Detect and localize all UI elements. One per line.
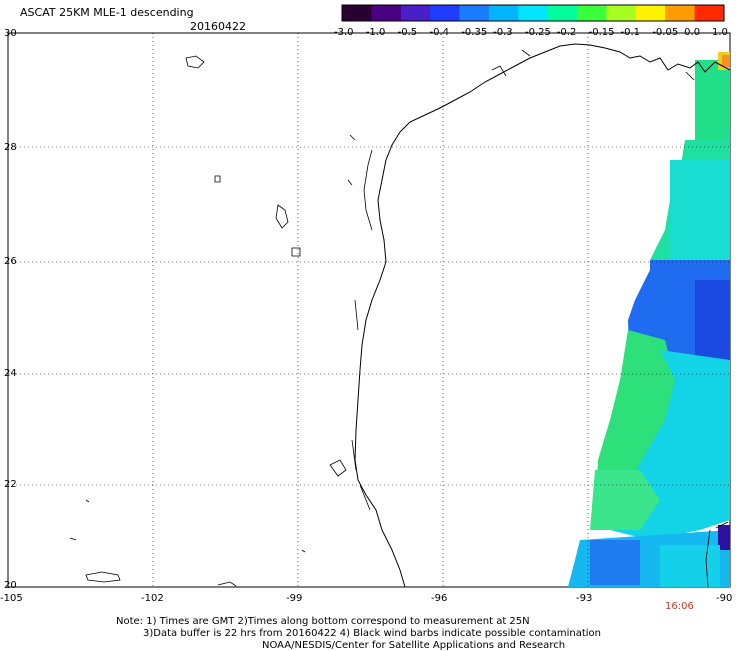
y-tick-22: 22 — [4, 479, 17, 490]
colorbar-segment — [577, 5, 607, 21]
colorbar-segment — [342, 5, 372, 21]
colorbar-segment — [635, 5, 666, 21]
x-tick-96: -96 — [431, 593, 448, 604]
colorbar-segment — [665, 5, 696, 21]
colorbar-segment — [488, 5, 519, 21]
swath-top-cyan — [670, 160, 730, 260]
note-line-2: 3)Data buffer is 22 hrs from 20160422 4)… — [143, 628, 601, 639]
data-swath — [568, 50, 730, 587]
colorbar-segment — [606, 5, 637, 21]
y-tick-28: 28 — [4, 142, 17, 153]
colorbar-label: -0.25 — [525, 27, 551, 38]
colorbar-border — [341, 4, 725, 22]
colorbar-label: -0.2 — [556, 27, 577, 38]
y-tick-30: 30 — [4, 28, 17, 39]
colorbar-segment — [694, 5, 725, 21]
colorbar-label: 0.0 — [684, 27, 701, 38]
x-tick-90: -90 — [716, 593, 733, 604]
map-date: 20160422 — [190, 20, 246, 33]
swath-upper-green — [695, 60, 730, 140]
swath-bottom-cyan — [660, 545, 720, 587]
colorbar-label: 1.0 — [712, 27, 728, 38]
colorbar-label: -0.4 — [429, 27, 450, 38]
swath-blue-deep — [695, 280, 730, 370]
colorbar-label: -0.1 — [620, 27, 641, 38]
colorbar-segment — [430, 5, 461, 21]
x-tick-102: -102 — [141, 593, 164, 604]
coastline-islands — [351, 149, 729, 588]
y-tick-26: 26 — [4, 256, 17, 267]
colorbar-segment — [518, 5, 549, 21]
colorbar-label: -0.3 — [493, 27, 513, 38]
y-tick-24: 24 — [4, 368, 17, 379]
swath-bottom-purple — [718, 525, 730, 550]
swath-bottom-blue — [590, 540, 640, 585]
colorbar-segment — [371, 5, 402, 21]
swath-green-low — [590, 470, 660, 530]
colorbar-segment — [547, 5, 578, 21]
colorbar-label: -0.15 — [588, 27, 615, 38]
map-title: ASCAT 25KM MLE-1 descending — [20, 6, 194, 19]
note-line-3: NOAA/NESDIS/Center for Satellite Applica… — [262, 640, 566, 651]
x-tick-105: -105 — [0, 593, 23, 604]
inland-features — [69, 49, 695, 587]
colorbar-label: -0.05 — [652, 27, 679, 38]
colorbar-label: -0.5 — [397, 27, 418, 38]
x-tick-93: -93 — [576, 593, 593, 604]
colorbar-label: -1.0 — [365, 27, 386, 38]
colorbar-label: -0.35 — [461, 27, 488, 38]
swath-time: 16:06 — [665, 601, 694, 612]
note-line-1: Note: 1) Times are GMT 2)Times along bot… — [116, 616, 530, 627]
colorbar — [341, 4, 725, 22]
coastline — [354, 43, 731, 588]
swath-corner-orange — [722, 55, 730, 67]
y-tick-20: 20 — [4, 580, 17, 591]
colorbar-segment — [459, 5, 490, 21]
colorbar-label: -3.0 — [334, 27, 354, 38]
grid-lines — [8, 33, 730, 587]
x-tick-99: -99 — [286, 593, 303, 604]
colorbar-segment — [400, 5, 431, 21]
